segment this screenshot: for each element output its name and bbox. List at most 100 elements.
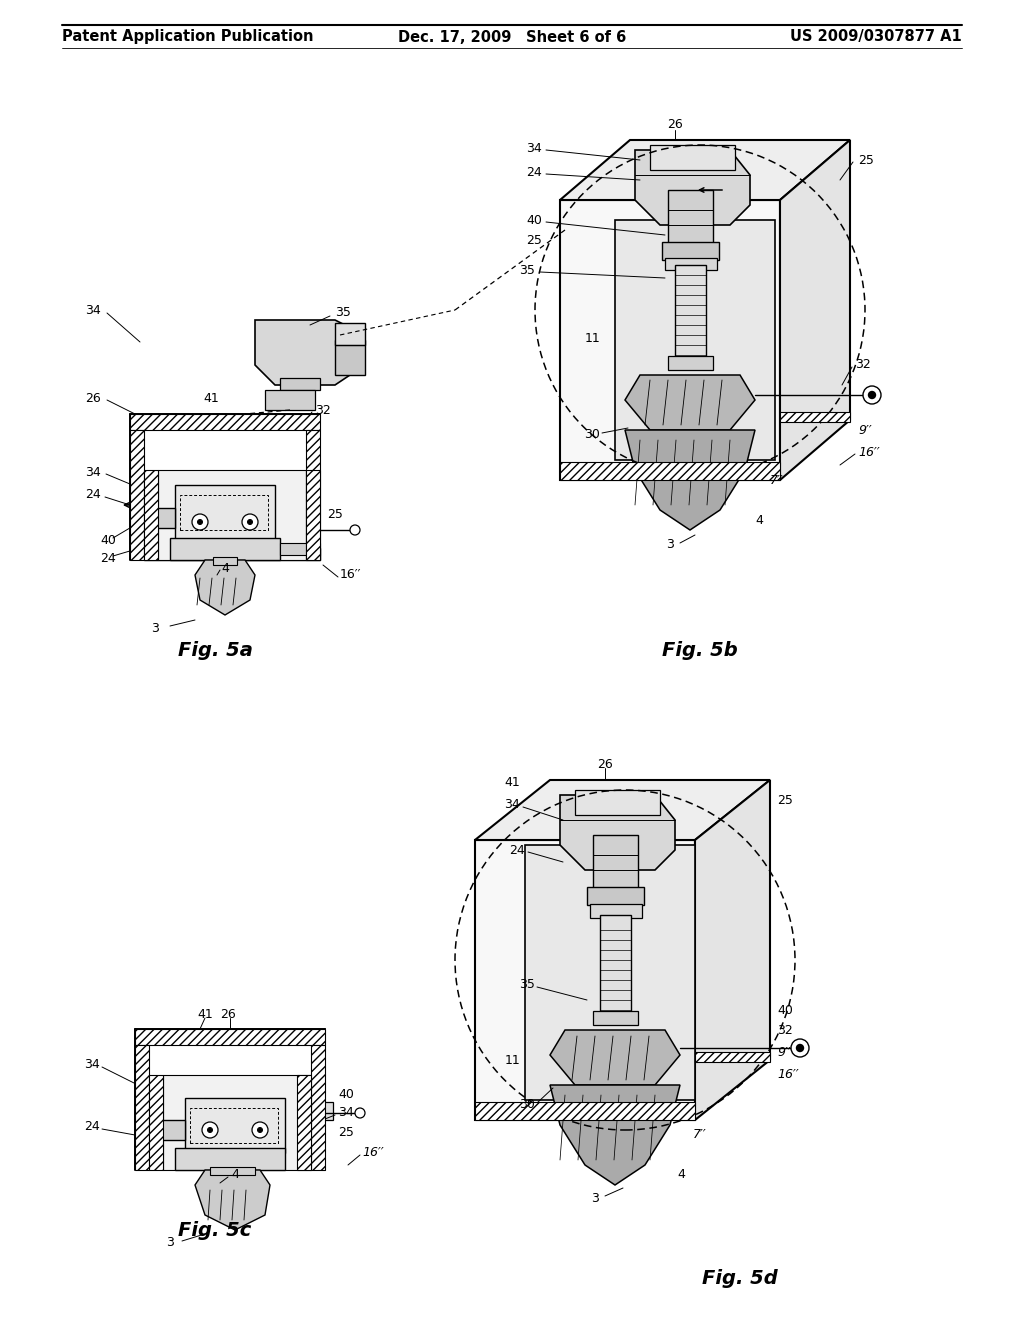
Text: 24: 24 [100,552,116,565]
Text: 24: 24 [85,488,100,502]
Text: 34: 34 [84,1059,100,1072]
Bar [593,1011,638,1026]
Bar [335,323,365,345]
Bar [150,1119,185,1140]
Bar [175,1148,285,1170]
Bar [311,1045,325,1170]
Bar [265,389,315,411]
Text: 11: 11 [585,331,600,345]
Bar [306,470,319,560]
Bar [525,845,695,1100]
Circle shape [257,1127,262,1133]
Bar [130,414,319,430]
Text: Fig. 5d: Fig. 5d [702,1269,778,1287]
Circle shape [350,525,360,535]
Text: 32: 32 [777,1023,793,1036]
Bar [311,1102,333,1119]
Text: 32: 32 [855,359,870,371]
Bar [575,789,660,814]
Bar [170,539,280,560]
Text: 3: 3 [666,539,674,552]
Polygon shape [625,375,755,430]
Bar [213,557,237,565]
Bar [163,1074,311,1170]
Polygon shape [550,1030,680,1085]
Bar [190,1107,278,1143]
Text: 35: 35 [519,264,535,276]
Circle shape [868,392,876,399]
Text: 7′′: 7′′ [770,474,783,487]
Bar [675,265,706,360]
Text: 25: 25 [327,508,343,521]
Bar [335,341,365,375]
Bar [144,508,175,528]
Bar [600,915,631,1015]
Bar [158,470,306,560]
Bar [560,201,780,480]
Text: 25: 25 [526,234,542,247]
Text: 9′′: 9′′ [777,1045,791,1059]
Polygon shape [780,140,850,480]
Text: 40: 40 [526,214,542,227]
Circle shape [248,520,253,524]
Circle shape [242,513,258,531]
Text: Fig. 5b: Fig. 5b [663,640,738,660]
Text: 40: 40 [777,1003,793,1016]
Text: 41: 41 [504,776,520,788]
Text: 35: 35 [519,978,535,991]
Text: 7′′: 7′′ [693,1129,707,1142]
Bar [650,145,735,170]
Text: 41: 41 [203,392,219,404]
Text: 26: 26 [220,1008,236,1022]
Bar [668,356,713,370]
Text: 34: 34 [338,1106,353,1119]
Bar [135,1045,150,1170]
Circle shape [355,1107,365,1118]
Circle shape [797,1044,804,1052]
Bar [280,543,319,554]
Text: 34: 34 [85,304,100,317]
Bar [695,1052,770,1063]
Text: 35: 35 [335,305,351,318]
Bar [587,887,644,906]
Bar [593,836,638,890]
Circle shape [193,513,208,531]
Text: US 2009/0307877 A1: US 2009/0307877 A1 [791,29,962,45]
Bar [130,430,144,560]
Text: 3: 3 [152,622,159,635]
Bar [280,378,319,389]
Text: 24: 24 [509,843,525,857]
Text: 26: 26 [597,759,613,771]
Text: Fig. 5c: Fig. 5c [178,1221,252,1239]
Polygon shape [475,780,770,840]
Text: 40: 40 [338,1089,354,1101]
Text: 4: 4 [231,1168,239,1181]
Polygon shape [560,795,675,870]
Bar [475,1102,695,1119]
Text: 30: 30 [584,429,600,441]
Text: 24: 24 [526,165,542,178]
Bar [297,1074,311,1170]
Text: 34: 34 [504,799,520,812]
Bar [475,840,695,1119]
Bar [175,484,275,540]
Circle shape [791,1039,809,1057]
Bar [560,462,780,480]
Bar [150,1074,163,1170]
Bar [662,242,719,260]
Circle shape [252,1122,268,1138]
Text: 16′′: 16′′ [777,1068,799,1081]
Text: 16′′: 16′′ [340,569,361,582]
Bar [590,904,642,917]
Polygon shape [550,1085,680,1185]
Text: 4: 4 [755,513,763,527]
Text: 26: 26 [667,119,683,132]
Text: 4: 4 [677,1168,685,1181]
Text: Fig. 5a: Fig. 5a [177,640,253,660]
Polygon shape [635,150,750,224]
Bar [780,412,850,422]
Circle shape [198,520,203,524]
Text: 16′′: 16′′ [858,446,880,458]
Polygon shape [625,430,755,531]
Polygon shape [195,1170,270,1230]
